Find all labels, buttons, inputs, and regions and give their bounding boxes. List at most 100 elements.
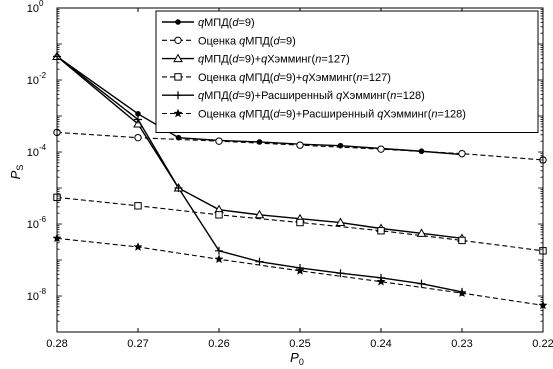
data-point — [215, 137, 223, 145]
x-axis-label-sub: 0 — [299, 357, 304, 367]
legend-label-segment: q — [239, 109, 246, 121]
x-tick-label: 0.26 — [208, 338, 229, 350]
legend-label: qМПД(d=9)+Расширенный qХэмминг(n=128) — [198, 90, 425, 102]
data-point — [174, 36, 182, 44]
legend-label-segment: Хэмминг( — [383, 109, 431, 121]
data-point — [174, 91, 182, 100]
y-axis-label: PS — [8, 165, 25, 180]
legend-label-segment: Хэмминг( — [267, 54, 315, 66]
y-tick-exponent: 0 — [39, 0, 44, 8]
legend-label: qМПД(d=9) — [198, 17, 255, 29]
series-line-3 — [56, 55, 463, 240]
legend-label-segment: q — [302, 72, 309, 84]
data-point — [173, 53, 183, 63]
legend-label-segment: q — [239, 72, 246, 84]
x-tick-label: 0.28 — [46, 338, 67, 350]
y-tick-exponent: -8 — [39, 287, 47, 296]
x-tick-label: 0.24 — [370, 338, 391, 350]
y-tick-base: 10 — [27, 75, 39, 87]
data-point — [417, 279, 426, 288]
data-point — [174, 184, 183, 192]
legend-label-segment: Оценка — [198, 109, 239, 121]
y-tick-label: 10-2 — [27, 71, 47, 87]
data-point — [254, 209, 265, 219]
data-point — [135, 111, 141, 117]
legend-label-segment: d — [232, 54, 239, 66]
legend-label-segment: =9)+ — [238, 54, 261, 66]
legend-label-segment: =9) — [238, 17, 254, 29]
y-tick-base: 10 — [27, 291, 39, 303]
legend-label-segment: d — [273, 72, 280, 84]
data-point — [296, 141, 304, 149]
legend-label-segment: МПД( — [245, 35, 274, 47]
legend-label-segment: q — [198, 54, 205, 66]
plot-markers — [52, 51, 548, 310]
data-point — [134, 115, 142, 124]
data-point — [255, 257, 264, 266]
data-point — [134, 202, 142, 210]
legend-label-segment: d — [232, 90, 239, 102]
legend-label-segment: q — [198, 90, 205, 102]
data-point — [336, 269, 345, 278]
data-point — [295, 265, 305, 275]
y-tick-exponent: -4 — [39, 143, 47, 152]
legend-label-segment: q — [377, 109, 384, 121]
legend-label-segment: n — [431, 109, 437, 121]
data-point — [214, 254, 224, 264]
legend-label-segment: Оценка — [198, 35, 239, 47]
legend-label-segment: n — [356, 72, 362, 84]
legend-label-segment: =9) — [280, 35, 296, 47]
legend-label: qМПД(d=9)+qХэмминг(n=127) — [198, 54, 350, 66]
data-point — [173, 108, 183, 118]
legend-label-segment: МПД( — [245, 109, 274, 121]
data-point — [174, 73, 182, 81]
legend-label-segment: =127) — [321, 54, 349, 66]
data-point — [377, 227, 385, 235]
legend-label-segment: q — [198, 17, 205, 29]
legend-label: Оценка qМПД(d=9) — [198, 35, 296, 47]
legend-label-segment: =128) — [438, 109, 466, 121]
y-tick-label: 10-6 — [27, 215, 47, 231]
legend-label-segment: =128) — [396, 90, 424, 102]
y-tick-base: 10 — [27, 147, 39, 159]
legend-label-segment: n — [315, 54, 321, 66]
legend-label-segment: Хэмминг( — [342, 90, 390, 102]
x-tick-label: 0.25 — [289, 338, 310, 350]
data-point — [416, 228, 427, 237]
axes: 0.28 0.27 0.26 0.25 0.24 0.23 0.2210010-210-41… — [27, 0, 553, 350]
legend-label-segment: d — [273, 109, 280, 121]
y-tick-label: 10-4 — [27, 143, 47, 159]
legend-label-segment: Хэмминг( — [308, 72, 356, 84]
y-tick-exponent: -2 — [39, 71, 47, 80]
data-point — [376, 276, 386, 286]
y-tick-base: 10 — [27, 219, 39, 231]
data-point — [337, 142, 344, 149]
data-point — [458, 236, 466, 245]
y-tick-exponent: -6 — [39, 215, 47, 224]
data-point — [457, 288, 467, 298]
data-point — [296, 218, 304, 227]
data-point — [377, 145, 385, 153]
x-tick-label: 0.22 — [532, 338, 553, 350]
legend-label-segment: q — [261, 54, 268, 66]
legend-label-segment: d — [232, 17, 239, 29]
legend-label-segment: =9)+Расширенный — [238, 90, 336, 102]
x-axis-label-main: P — [290, 350, 299, 365]
data-point — [175, 19, 181, 25]
data-point — [215, 246, 223, 255]
y-axis-label-sub: S — [15, 165, 25, 171]
legend-label-segment: =127) — [362, 72, 390, 84]
legend-label-segment: =9)+ — [280, 72, 303, 84]
legend-label: Оценка qМПД(d=9)+Расширенный qХэмминг(n=… — [198, 109, 466, 121]
data-point — [256, 139, 263, 145]
legend-label-segment: МПД( — [204, 17, 233, 29]
legend-label-segment: Оценка — [198, 72, 239, 84]
legend-label-segment: q — [239, 35, 246, 47]
legend-label-segment: МПД( — [204, 54, 233, 66]
y-axis-label-main: P — [8, 170, 23, 179]
data-point — [335, 217, 346, 227]
series-line-5 — [56, 55, 463, 293]
legend-box — [155, 10, 539, 133]
x-tick-label: 0.23 — [451, 338, 472, 350]
